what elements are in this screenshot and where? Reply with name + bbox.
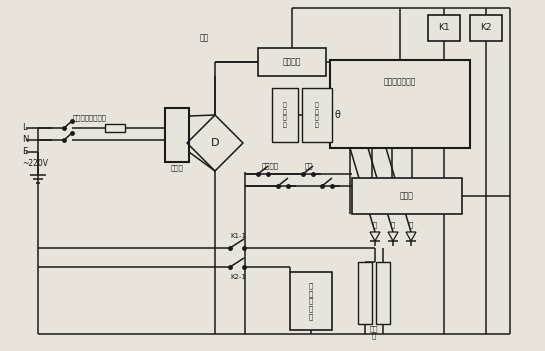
Text: ~220V: ~220V: [22, 159, 48, 167]
Bar: [165, 108, 189, 162]
Bar: [290, 272, 332, 330]
Text: 整流: 整流: [199, 33, 209, 42]
Text: 消毒保温: 消毒保温: [262, 163, 279, 169]
Text: 变压器: 变压器: [171, 165, 183, 171]
Text: 臭氧: 臭氧: [305, 163, 313, 169]
Bar: [352, 178, 462, 214]
Text: 臭
氧
发
生
器: 臭 氧 发 生 器: [309, 283, 313, 319]
Bar: [376, 262, 390, 324]
Text: 红: 红: [373, 222, 377, 228]
Text: 黄: 黄: [391, 222, 395, 228]
Text: 按键板: 按键板: [400, 192, 414, 200]
Bar: [258, 48, 326, 76]
Text: 电
流
指
示: 电 流 指 示: [283, 102, 287, 127]
Text: 发热
管: 发热 管: [370, 325, 378, 339]
Text: θ: θ: [334, 110, 340, 120]
Bar: [330, 60, 470, 148]
Bar: [470, 15, 502, 41]
Text: 电源开关、熔断器: 电源开关、熔断器: [73, 115, 107, 121]
Text: 绿: 绿: [409, 222, 413, 228]
Text: K2-1: K2-1: [230, 274, 246, 280]
Text: E: E: [22, 147, 27, 157]
Text: L: L: [22, 124, 27, 132]
Text: N: N: [22, 135, 28, 145]
Text: 微电脑控制主板: 微电脑控制主板: [384, 78, 416, 86]
Bar: [272, 88, 298, 142]
Text: K1-1: K1-1: [230, 233, 246, 239]
Bar: [105, 124, 125, 132]
Text: 稳压电路: 稳压电路: [283, 58, 301, 66]
Text: K1: K1: [438, 24, 450, 33]
Bar: [358, 262, 372, 324]
Bar: [302, 88, 332, 142]
Text: K2: K2: [480, 24, 492, 33]
Bar: [428, 15, 460, 41]
Text: 热
敏
电
阻: 热 敏 电 阻: [315, 102, 319, 127]
Text: D: D: [211, 138, 219, 148]
